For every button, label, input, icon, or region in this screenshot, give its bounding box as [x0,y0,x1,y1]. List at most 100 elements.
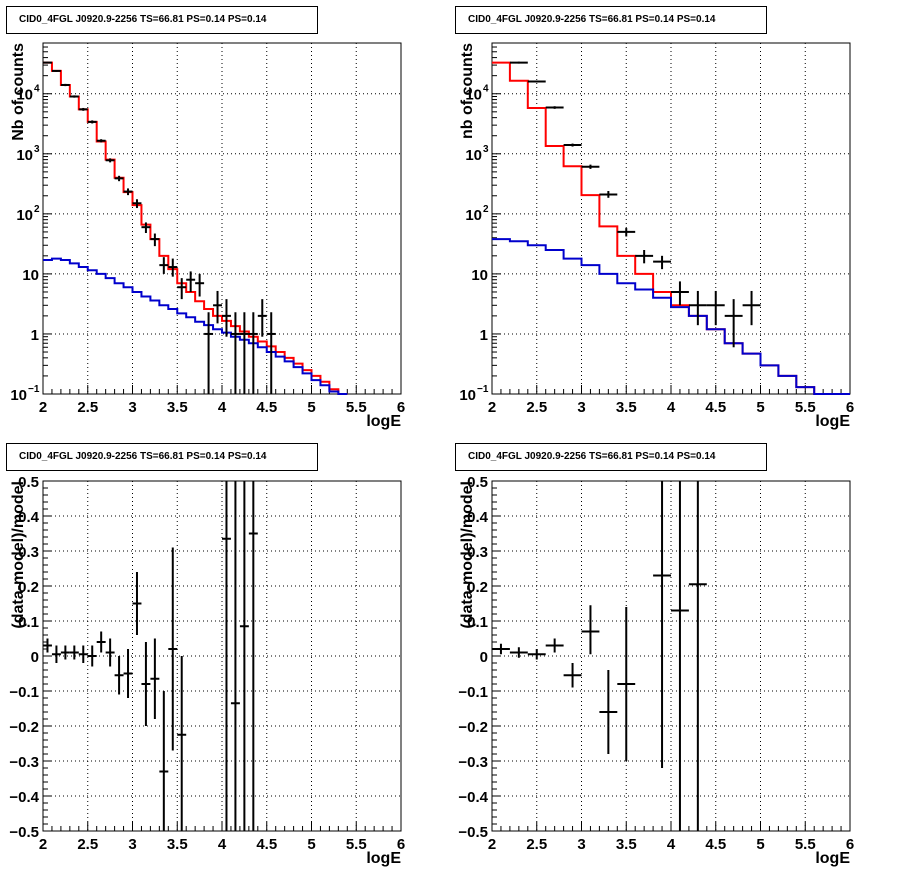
x-tick-label: 4 [218,399,227,416]
data-point [87,645,97,667]
x-tick-label: 2.5 [77,399,98,416]
y-tick-label: 1 [31,327,39,344]
data-point [492,643,510,655]
x-tick-label: 2 [39,399,47,416]
data-point [150,233,160,247]
y-tick-label: 10 [16,87,33,104]
data-point [581,605,600,655]
data-point [177,656,187,831]
data-point [724,299,743,348]
data-point [653,255,671,270]
y-tick-label: −0.2 [9,719,39,736]
y-tick-exponent: 4 [483,84,489,95]
panel-title-bottom-left: CID0_4FGL J0920.9-2256 TS=66.81 PS=0.14 … [6,443,318,471]
data-point [159,257,169,274]
component-model-line [492,238,850,395]
y-tick-label: 1 [480,327,488,344]
data-point [78,645,88,663]
data-point [239,481,249,831]
y-axis-label: Nb of counts [10,43,27,141]
y-tick-label: 0.2 [18,579,39,596]
data-point [222,481,231,831]
data-point [230,312,240,394]
y-tick-exponent: 2 [483,204,489,215]
y-tick-label: −0.3 [458,754,488,771]
data-point [123,188,133,196]
data-point [69,645,79,660]
data-point [599,670,618,754]
x-axis-label: logE [366,850,401,867]
x-tick-label: 2.5 [77,836,98,853]
data-point [688,290,707,326]
x-axis-label: logE [815,850,850,867]
x-tick-label: 2 [488,836,496,853]
x-axis-label: logE [366,413,401,430]
x-tick-label: 3.5 [167,399,188,416]
y-tick-label: 0.1 [467,614,488,631]
data-points [509,61,761,348]
data-point [132,572,142,635]
x-tick-label: 6 [846,399,854,416]
x-tick-label: 5 [307,836,315,853]
x-tick-label: 4 [218,836,227,853]
x-tick-label: 6 [397,399,405,416]
y-tick-label: 0.4 [467,509,489,526]
data-point [545,106,564,109]
data-point [51,69,61,72]
data-point [141,222,151,233]
data-point [132,199,142,209]
data-point [60,645,70,660]
x-tick-label: 4.5 [256,836,277,853]
y-tick-label: 10 [10,387,27,404]
total-model-line [492,61,850,395]
x-tick-label: 3.5 [167,836,188,853]
data-point [96,139,106,143]
data-point [195,273,205,297]
x-tick-label: 5 [756,836,764,853]
y-tick-label: −0.5 [458,824,488,841]
y-tick-label: 10 [465,147,482,164]
x-tick-label: 3 [128,836,136,853]
panel-title-top-right: CID0_4FGL J0920.9-2256 TS=66.81 PS=0.14 … [455,6,767,34]
data-points [492,481,707,831]
panel-title-top-left: CID0_4FGL J0920.9-2256 TS=66.81 PS=0.14 … [6,6,318,34]
y-tick-label: 0.3 [467,544,488,561]
y-tick-exponent: −1 [28,384,40,395]
y-tick-label: −0.4 [458,789,488,806]
data-point [239,312,249,394]
data-point [545,638,564,653]
data-point [177,278,187,300]
data-point [222,299,231,337]
x-tick-label: 2 [488,399,496,416]
data-point [653,481,671,768]
data-point [141,642,151,726]
data-point [114,175,124,182]
grid [492,43,850,394]
y-tick-label: 0.5 [467,474,488,491]
data-point [688,481,707,831]
y-tick-label: 10 [471,267,488,284]
data-point [706,290,725,326]
data-point [617,607,636,761]
y-tick-label: 0.5 [18,474,39,491]
y-tick-label: 10 [459,387,476,404]
data-point [96,631,106,653]
data-point [114,656,124,695]
y-tick-label: 0 [480,649,488,666]
data-point [168,258,178,277]
data-point [257,299,267,337]
data-points [43,61,276,394]
y-tick-label: −0.4 [9,789,39,806]
data-point [51,645,61,663]
data-point [43,61,52,64]
x-tick-label: 6 [397,836,405,853]
data-point [266,312,276,394]
y-tick-label: 10 [465,207,482,224]
x-tick-label: 5.5 [346,399,367,416]
data-point [60,83,70,87]
data-point [150,638,160,719]
grid [43,43,401,394]
data-point [43,638,52,653]
data-point [248,312,258,394]
